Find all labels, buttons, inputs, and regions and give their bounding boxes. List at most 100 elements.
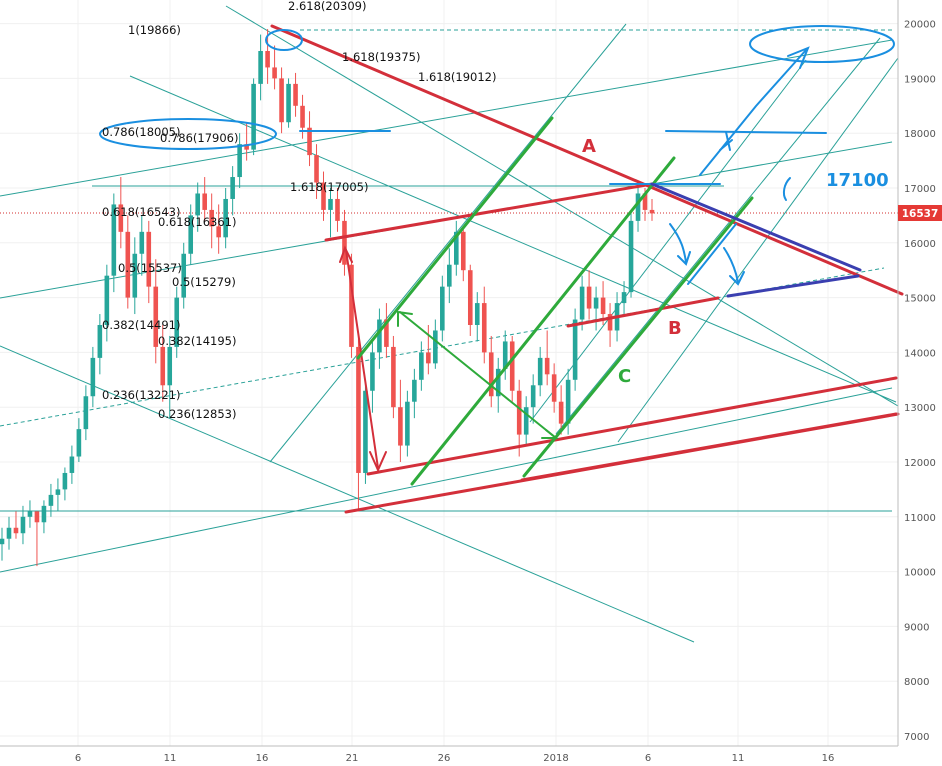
candle-body [90,357,96,397]
fib-label: 0.618(16361) [158,215,236,229]
teal-line-parallel-b [555,37,881,435]
label-a: A [582,136,596,157]
label-b: B [668,318,682,339]
candle-body [398,407,403,446]
candle-body [223,198,228,238]
label-17100: 17100 [826,170,889,191]
last-price-badge-bg [898,205,942,221]
candle-body [579,286,585,320]
candle-body [265,51,270,68]
candle-body [314,155,319,183]
red-arrow-head-top [339,245,353,263]
candle-body [572,319,578,380]
price-tick-label: 12000 [904,458,936,469]
price-tick-label: 11000 [904,513,936,524]
candle-body [69,456,75,473]
time-tick-label: 6 [645,753,651,764]
candle-body [607,314,613,331]
candle-body [13,527,19,534]
blue-tick-small [719,131,733,151]
time-axis: 6 11 16 21 26 2018 6 11 16 [0,745,898,764]
fib-label: 1.618(17005) [290,180,368,194]
candle-body [118,204,124,232]
fib-label: 0.382(14195) [158,334,236,348]
candle-body [551,374,557,402]
candle-body [202,193,207,210]
fib-label: 0.786(18005) [102,125,180,139]
price-axis-ticks: 7000 8000 9000 10000 11000 12000 13000 14000 150… [904,20,936,743]
time-tick-label: 11 [164,753,177,764]
teal-line-descending-1 [225,5,899,407]
candle-body [83,396,89,430]
blue-line-18000 [665,130,827,134]
candle-body [544,357,550,375]
candle-body [307,127,312,156]
candle-body [516,390,522,435]
candle-body [251,83,256,150]
candle-body [132,253,138,298]
price-tick-label: 9000 [904,622,929,633]
fib-label: 0.618(16543) [102,205,180,219]
navy-line-lower [726,274,860,298]
time-tick-label: 16 [822,753,835,764]
candle-body [433,330,438,364]
candle-body [216,226,221,238]
candle-body [447,264,452,287]
price-tick-label: 13000 [904,403,936,414]
price-tick-label: 7000 [904,732,929,743]
teal-line-descending-3 [0,345,695,643]
candle-body [621,292,627,304]
time-tick-label: 26 [438,753,451,764]
candle-body [174,297,180,347]
fib-label: 0.5(15537) [118,261,182,275]
candle-body [530,385,536,408]
price-tick-label: 20000 [904,20,936,31]
candle-body [558,401,564,424]
candle-body [230,177,235,199]
candle-body [635,193,641,221]
time-tick-label: 6 [75,753,81,764]
candle-body [460,231,466,271]
candle-body [537,357,543,386]
candle-body [76,429,82,457]
time-tick-label: 16 [256,753,269,764]
blue-paren [782,177,791,201]
blue-annotations [99,25,895,286]
candle-body [495,368,501,397]
price-axis: 7000 8000 9000 10000 11000 12000 13000 14000 150… [897,0,936,746]
time-tick-label: 21 [346,753,359,764]
candle-body [412,379,417,402]
price-tick-label: 17000 [904,184,936,195]
fib-label: 1(19866) [128,23,181,37]
candle-body [384,319,389,347]
green-line-1 [356,116,554,360]
price-tick-label: 10000 [904,568,936,579]
blue-circle-786 [99,118,277,150]
candle-body [188,215,194,254]
last-price-value: 16537 [902,208,939,220]
blue-arrow-down-2-head [729,271,745,286]
green-arrow-head-2 [541,429,559,439]
price-tick-label: 16000 [904,239,936,250]
red-annotations [270,24,904,514]
candle-body [300,105,305,128]
blue-arrow-up [699,49,807,176]
candle-body [642,193,648,210]
candle-body [104,275,110,325]
price-tick-label: 19000 [904,74,936,85]
red-line-b [566,296,720,328]
candle-body [509,341,515,391]
teal-line-descending-2 [129,75,897,403]
red-line-lower-3 [520,412,898,482]
fib-label: 0.236(13221) [102,388,180,402]
candle-body [502,341,508,369]
candle-body [321,182,326,210]
red-arrow-shaft [345,249,379,469]
candle-body [160,346,166,386]
candle-body [405,401,410,446]
price-tick-label: 15000 [904,294,936,305]
red-line-upper-channel [324,182,654,242]
red-arrow-head-bottom [369,451,387,473]
candle-body [258,51,263,84]
